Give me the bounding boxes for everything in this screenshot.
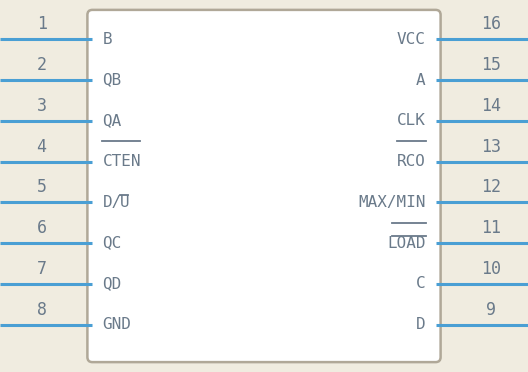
Text: 5: 5 <box>36 178 46 196</box>
Text: 2: 2 <box>36 56 46 74</box>
Text: LOAD: LOAD <box>387 235 426 251</box>
Text: U: U <box>120 195 129 210</box>
Text: 10: 10 <box>481 260 501 278</box>
Text: 4: 4 <box>36 138 46 155</box>
Text: A: A <box>416 73 426 87</box>
Text: 1: 1 <box>36 15 46 33</box>
Text: QD: QD <box>102 276 121 291</box>
Text: CLK: CLK <box>397 113 426 128</box>
Text: GND: GND <box>102 317 131 332</box>
Text: QC: QC <box>102 235 121 251</box>
FancyBboxPatch shape <box>88 10 440 362</box>
Text: 14: 14 <box>481 97 501 115</box>
Text: RCO: RCO <box>397 154 426 169</box>
Text: MAX/MIN: MAX/MIN <box>358 195 426 210</box>
Text: 3: 3 <box>36 97 46 115</box>
Text: CTEN: CTEN <box>102 154 141 169</box>
Text: 8: 8 <box>36 301 46 318</box>
Text: C: C <box>416 276 426 291</box>
Text: QA: QA <box>102 113 121 128</box>
Text: 13: 13 <box>481 138 501 155</box>
Text: 16: 16 <box>481 15 501 33</box>
Text: 11: 11 <box>481 219 501 237</box>
Text: D: D <box>416 317 426 332</box>
Text: 9: 9 <box>486 301 496 318</box>
Text: VCC: VCC <box>397 32 426 47</box>
Text: 12: 12 <box>481 178 501 196</box>
Text: 6: 6 <box>36 219 46 237</box>
Text: B: B <box>102 32 112 47</box>
Text: 15: 15 <box>481 56 501 74</box>
Text: QB: QB <box>102 73 121 87</box>
Text: 7: 7 <box>36 260 46 278</box>
Text: D/: D/ <box>102 195 121 210</box>
